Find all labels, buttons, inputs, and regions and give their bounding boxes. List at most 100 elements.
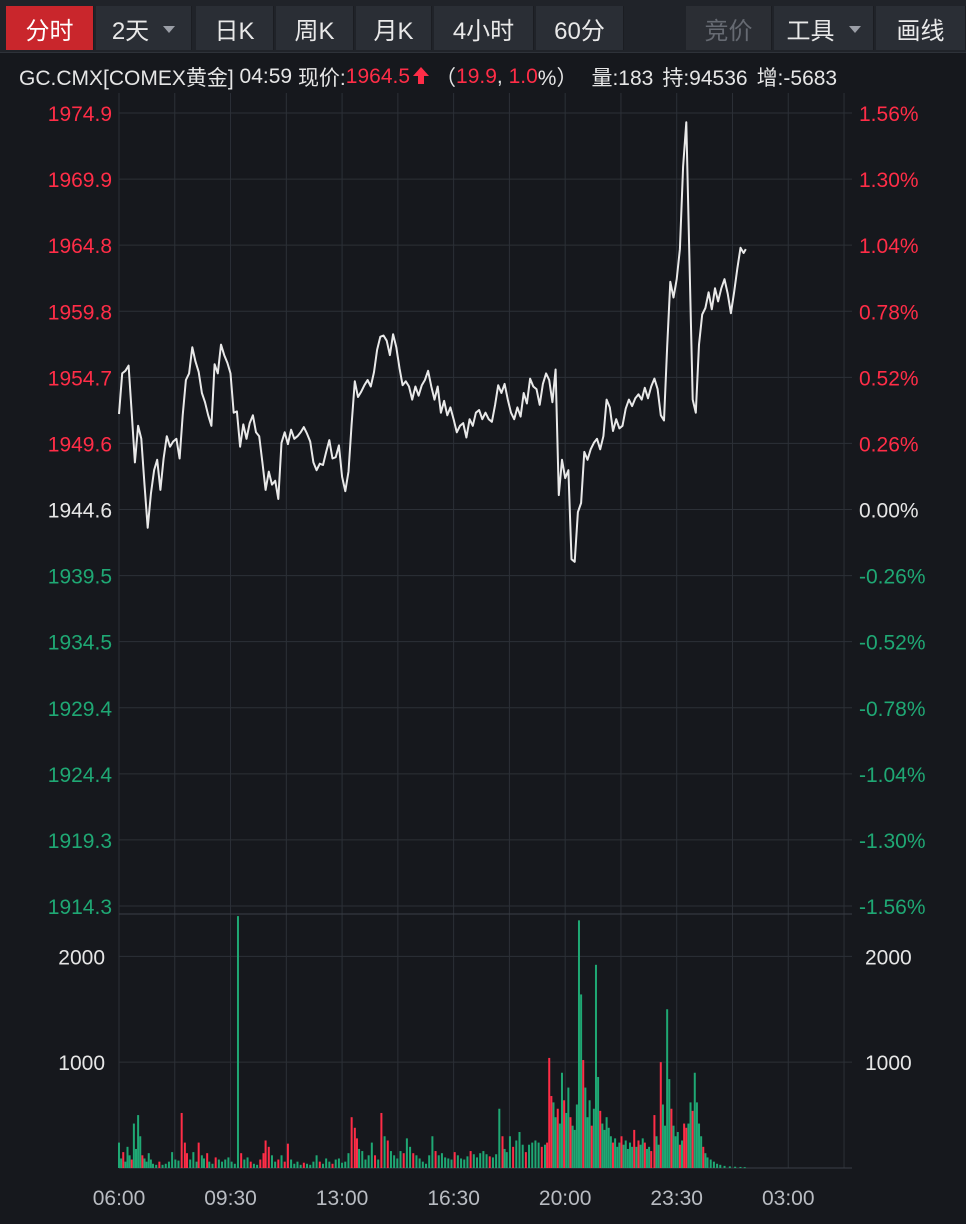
tab-5[interactable]: 月K	[356, 6, 432, 50]
volume-bar	[706, 1157, 709, 1168]
volume-bar	[277, 1159, 280, 1168]
volume-bar	[592, 1108, 595, 1168]
volume-axis-labels: 2000 2000 1000 1000	[58, 946, 911, 1075]
volume-bar	[306, 1163, 309, 1168]
volume-bar	[151, 1163, 154, 1168]
volume-bar	[158, 1161, 161, 1168]
price-change-percent: 1.0	[508, 65, 538, 88]
volume-bar	[358, 1148, 361, 1168]
price-tick-label: 1954.7	[48, 367, 112, 390]
volume-bars	[118, 916, 746, 1169]
volume-bar	[183, 1142, 186, 1168]
volume-bar	[650, 1151, 653, 1168]
chart-grid	[118, 93, 852, 1169]
time-axis-labels: 06:00 09:30 13:00 16:30 20:00 23:30 03:00	[93, 1187, 815, 1210]
price-tick-label: 1914.3	[48, 896, 112, 919]
tab-4[interactable]: 周K	[276, 6, 354, 50]
volume-bar	[393, 1155, 396, 1168]
volume-bar	[624, 1140, 627, 1168]
volume-bar	[698, 1123, 701, 1168]
volume-bar	[355, 1138, 358, 1168]
tab-1[interactable]: 分时	[6, 6, 94, 50]
volume-bar	[224, 1159, 227, 1168]
volume-bar	[548, 1057, 551, 1168]
volume-bar	[274, 1161, 277, 1168]
volume-bar	[185, 1153, 188, 1168]
volume-bar	[685, 1127, 688, 1168]
time-tick-label: 03:00	[762, 1187, 815, 1210]
volume-bar	[240, 1153, 243, 1168]
volume-bar	[361, 1151, 364, 1168]
price-tick-label: 1924.4	[48, 764, 113, 787]
volume-bar	[208, 1161, 211, 1168]
volume-bar	[503, 1148, 506, 1168]
volume-bar	[687, 1123, 690, 1168]
volume-bar	[676, 1132, 679, 1168]
volume-bar	[227, 1157, 230, 1168]
volume-bar	[655, 1136, 658, 1168]
volume-bar	[670, 1108, 673, 1168]
price-tick-label: 1919.3	[48, 830, 112, 853]
volume-bar	[155, 1164, 158, 1168]
volume-bar	[628, 1142, 631, 1168]
volume-tick-label: 1000	[865, 1052, 912, 1075]
tab-label: 4小时	[452, 17, 515, 45]
volume-bar	[702, 1146, 705, 1168]
price-tick-label: 1974.9	[48, 103, 112, 126]
volume-bar	[488, 1156, 491, 1168]
volume-bar	[428, 1155, 431, 1168]
volume-bar	[653, 1115, 656, 1168]
volume-bar	[299, 1164, 302, 1168]
volume-bar	[217, 1159, 220, 1168]
volume-bar	[126, 1146, 129, 1168]
volume-bar	[421, 1161, 424, 1168]
tab-10[interactable]: 画线	[876, 6, 966, 50]
volume-bar	[280, 1155, 283, 1168]
volume-bar	[681, 1140, 684, 1168]
price-tick-label: 1959.8	[48, 301, 112, 324]
volume-bar	[230, 1161, 233, 1168]
volume-bar	[716, 1163, 719, 1168]
volume-bar	[296, 1161, 299, 1168]
volume-bar	[337, 1158, 340, 1168]
volume-bar	[683, 1123, 686, 1168]
volume-bar	[405, 1138, 408, 1168]
volume-bar	[611, 1142, 614, 1168]
tab-2[interactable]: 2天	[96, 6, 192, 50]
volume-bar	[318, 1161, 321, 1168]
volume-bar	[580, 994, 583, 1168]
volume-bar	[425, 1163, 428, 1168]
tab-8[interactable]: 竞价	[686, 6, 772, 50]
volume-bar	[134, 1148, 137, 1168]
volume-bar	[145, 1161, 148, 1168]
volume-bar	[524, 1152, 527, 1168]
volume-bar	[657, 1144, 660, 1168]
tab-label: 月K	[373, 17, 414, 45]
tab-6[interactable]: 4小时	[434, 6, 534, 50]
tab-7[interactable]: 60分	[536, 6, 624, 50]
tab-9[interactable]: 工具	[774, 6, 874, 50]
volume-bar	[668, 1079, 671, 1168]
volume-bar	[341, 1162, 344, 1168]
volume-bar	[130, 1159, 133, 1168]
volume-bar	[267, 1146, 270, 1168]
volume-bar	[309, 1164, 312, 1168]
volume-bar	[691, 1110, 694, 1168]
volume-bar	[571, 1125, 574, 1168]
volume-bar	[418, 1158, 421, 1168]
volume-bar	[139, 1136, 142, 1168]
percent-tick-label: -1.30%	[859, 830, 926, 853]
tab-3[interactable]: 日K	[196, 6, 274, 50]
tab-label: 工具	[786, 17, 835, 45]
volume-bar	[482, 1151, 485, 1168]
volume-bar	[412, 1153, 415, 1168]
volume-bar	[270, 1155, 273, 1168]
volume-bar	[328, 1161, 331, 1168]
volume-bar	[256, 1164, 259, 1168]
volume-bar	[200, 1155, 203, 1168]
volume-bar	[626, 1148, 629, 1168]
symbol-name: GC.CMX[COMEX黄金]	[19, 67, 234, 90]
price-tick-label: 1949.6	[48, 433, 112, 456]
volume-bar	[743, 1167, 746, 1169]
